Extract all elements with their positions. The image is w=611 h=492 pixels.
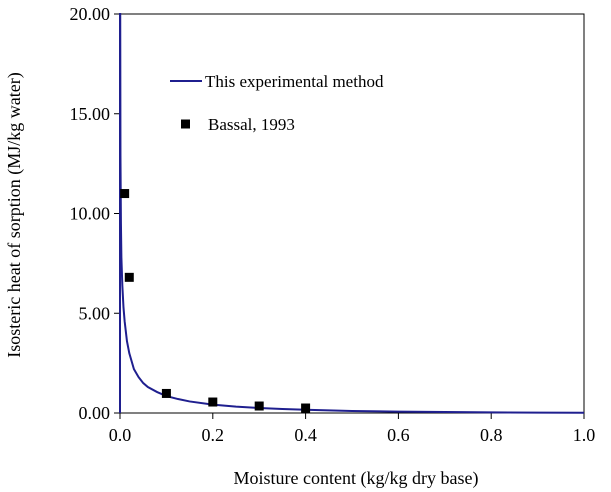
scatter-point-bassal xyxy=(254,401,264,411)
legend-swatch-square xyxy=(181,119,190,129)
scatter-point-bassal xyxy=(120,189,130,199)
series-line-experimental xyxy=(119,13,585,414)
x-tick-label: 0.0 xyxy=(109,425,132,445)
x-axis-title: Moisture content (kg/kg dry base) xyxy=(234,468,479,489)
scatter-point-bassal xyxy=(208,397,218,407)
x-tick-label: 1.0 xyxy=(573,425,596,445)
x-tick-label: 0.2 xyxy=(202,425,225,445)
x-tick-label: 0.6 xyxy=(387,425,410,445)
series-layer xyxy=(119,13,585,414)
scatter-point-bassal xyxy=(124,272,134,282)
y-axis-ticks: 0.00 5.00 10.00 15.00 20.00 xyxy=(70,4,120,423)
y-tick-label: 20.00 xyxy=(70,4,111,24)
y-tick-label: 0.00 xyxy=(79,403,111,423)
x-tick-label: 0.4 xyxy=(294,425,317,445)
legend: This experimental method Bassal, 1993 xyxy=(170,72,384,134)
scatter-point-bassal xyxy=(161,388,171,398)
y-tick-label: 15.00 xyxy=(70,104,111,124)
legend-label-experimental: This experimental method xyxy=(205,72,384,91)
y-tick-label: 5.00 xyxy=(79,303,111,323)
scatter-point-bassal xyxy=(301,403,311,413)
legend-label-bassal: Bassal, 1993 xyxy=(208,115,295,134)
y-axis-title: Isosteric heat of sorption (MJ/kg water) xyxy=(4,72,25,357)
x-axis-ticks: 0.0 0.2 0.4 0.6 0.8 1.0 xyxy=(109,413,596,445)
x-tick-label: 0.8 xyxy=(480,425,503,445)
y-tick-label: 10.00 xyxy=(70,204,111,224)
